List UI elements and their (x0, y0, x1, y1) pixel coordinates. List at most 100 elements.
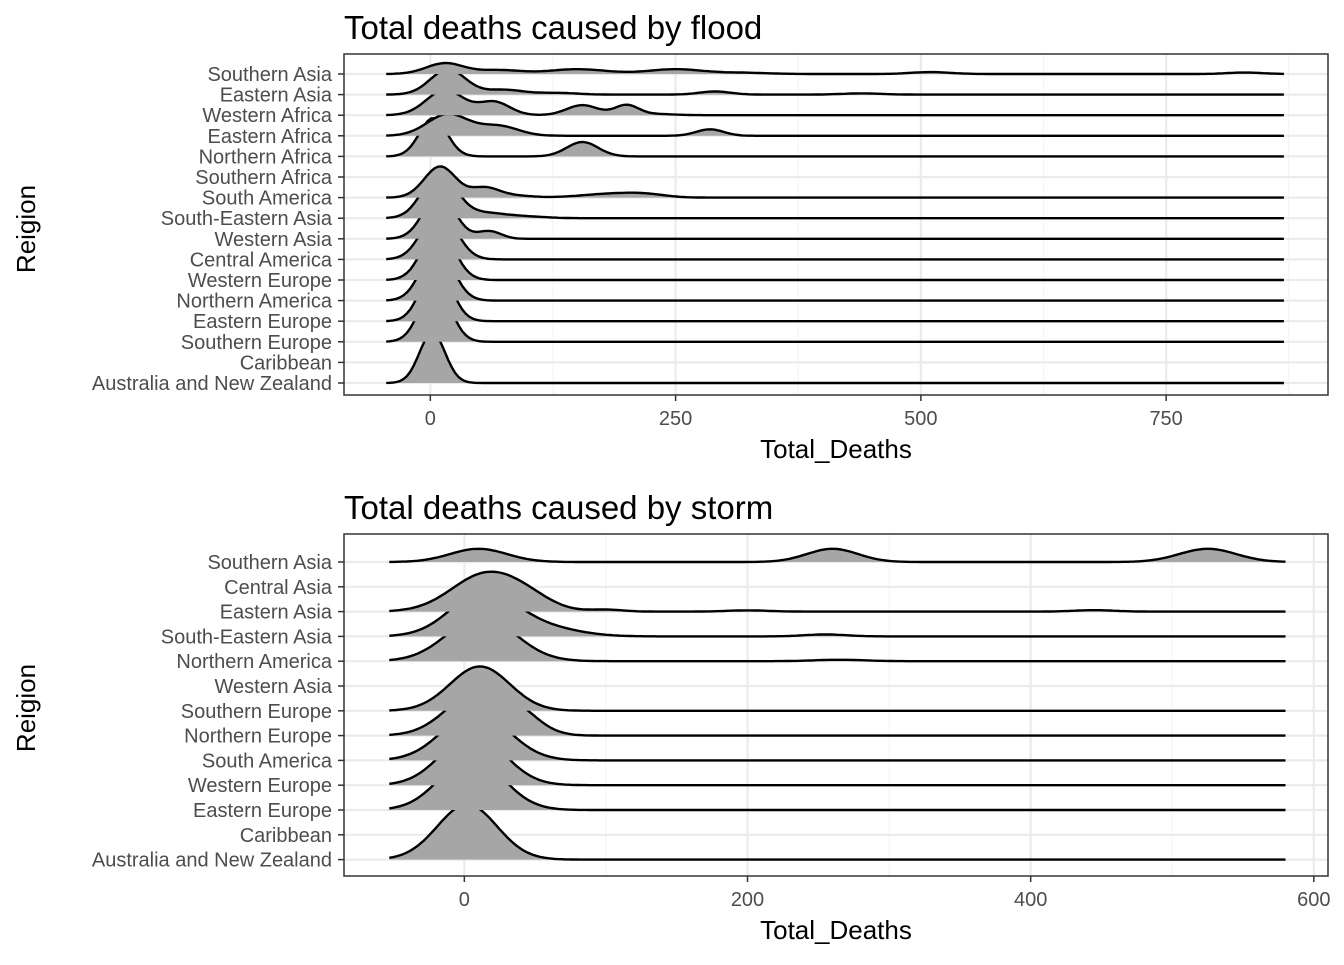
flood-x-axis-title: Total_Deaths (760, 434, 912, 464)
flood-y-tick-label: Eastern Europe (193, 311, 332, 333)
storm-ridge-line-northern-europe (389, 687, 1286, 737)
flood-ridge-line-western-asia (386, 193, 1284, 240)
flood-ridge-line-northern-africa (386, 117, 1284, 158)
flood-ridge-fill-eastern-asia (386, 69, 1284, 95)
storm-y-tick-label: Southern Europe (181, 701, 332, 723)
storm-ridge-line-southern-europe (389, 665, 1286, 712)
storm-y-tick-label: Eastern Europe (193, 800, 332, 822)
storm-ridge-line-northern-america (389, 615, 1286, 663)
flood-chart-title: Total deaths caused by flood (344, 9, 762, 46)
storm-x-axis-title: Total_Deaths (760, 915, 912, 945)
storm-y-tick-label: Northern Europe (184, 726, 332, 748)
flood-y-tick-label: Northern Africa (199, 146, 333, 168)
storm-x-tick-label: 400 (1014, 889, 1047, 911)
flood-ridge-fill-eastern-africa (386, 113, 1284, 136)
storm-x-tick-label: 200 (731, 889, 764, 911)
storm-y-tick-label: Southern Asia (207, 552, 332, 574)
flood-y-tick-label: Australia and New Zealand (92, 373, 332, 395)
flood-ridge-line-central-america (386, 209, 1284, 261)
storm-y-tick-label: Caribbean (240, 825, 332, 847)
flood-x-tick-label: 250 (659, 408, 692, 430)
storm-panel-border (343, 533, 1329, 877)
storm-ridge-fill-southern-europe (389, 666, 1286, 711)
storm-chart-title: Total deaths caused by storm (344, 489, 773, 526)
flood-y-tick-label: Western Africa (202, 105, 333, 127)
flood-ridge-line-eastern-europe (386, 264, 1284, 323)
storm-ridge-line-australia-and-new-zealand (389, 803, 1286, 861)
storm-ridge-australia-and-new-zealand (389, 803, 1286, 861)
storm-y-tick-label: Western Asia (215, 676, 333, 698)
flood-y-tick-label: Southern Africa (195, 167, 333, 189)
storm-y-tick-label: South America (202, 750, 333, 772)
storm-ridge-line-eastern-europe (389, 756, 1286, 812)
storm-y-tick-label: Central Asia (224, 577, 333, 599)
storm-ridge-southern-europe (389, 665, 1286, 712)
storm-ridge-fill-eastern-asia (389, 571, 1286, 612)
storm-y-tick-label: Western Europe (188, 775, 332, 797)
flood-ridge-fill-western-africa (386, 89, 1284, 116)
storm-ridge-line-south-america (389, 710, 1286, 762)
storm-ridge-line-eastern-asia (389, 570, 1286, 613)
flood-y-axis-title: Reigion (11, 185, 41, 273)
storm-ridge-line-south-eastern-asia (389, 589, 1286, 638)
flood-ridge-western-asia (386, 193, 1284, 240)
flood-x-tick-label: 750 (1149, 408, 1182, 430)
storm-ridge-eastern-asia (389, 570, 1286, 613)
flood-ridge-fill-western-asia (386, 194, 1284, 239)
flood-ridge-northern-america (386, 246, 1284, 302)
flood-y-tick-label: Eastern Asia (220, 85, 333, 107)
flood-ridge-western-africa (386, 88, 1284, 117)
flood-panel-border (343, 53, 1329, 396)
flood-y-tick-label: Central America (190, 249, 333, 271)
flood-ridge-line-northern-america (386, 246, 1284, 302)
flood-ridge-western-europe (386, 227, 1284, 282)
storm-ridge-fill-southern-asia (389, 548, 1286, 562)
storm-ridge-line-western-europe (389, 732, 1286, 787)
flood-y-tick-label: Southern Asia (207, 64, 332, 86)
storm-ridge-line-southern-asia (389, 547, 1286, 564)
flood-x-tick-label: 0 (425, 408, 436, 430)
storm-x-tick-label: 600 (1297, 889, 1330, 911)
flood-y-tick-label: Western Asia (215, 229, 333, 251)
storm-y-tick-label: Northern America (176, 651, 332, 673)
flood-ridge-line-southern-asia (386, 61, 1284, 76)
flood-ridge-south-america (386, 165, 1284, 199)
flood-ridge-south-eastern-asia (386, 171, 1284, 220)
flood-ridge-line-south-eastern-asia (386, 171, 1284, 220)
flood-ridge-line-southern-europe (386, 283, 1284, 343)
storm-ridge-southern-asia (389, 547, 1286, 564)
flood-ridge-line-eastern-africa (386, 112, 1284, 137)
flood-ridge-eastern-africa (386, 112, 1284, 137)
flood-ridge-fill-south-eastern-asia (386, 172, 1284, 219)
flood-ridge-eastern-asia (386, 68, 1284, 96)
flood-x-tick-label: 500 (904, 408, 937, 430)
storm-y-tick-label: Australia and New Zealand (92, 850, 332, 872)
flood-ridge-australia-and-new-zealand (386, 331, 1284, 385)
flood-ridge-line-eastern-asia (386, 68, 1284, 96)
storm-panel: 0 200 400 600 Southern Asia Central Asia Easte… (92, 533, 1331, 911)
flood-ridge-southern-europe (386, 283, 1284, 343)
storm-y-tick-label: Eastern Asia (220, 602, 333, 624)
flood-ridge-line-australia-and-new-zealand (386, 331, 1284, 385)
flood-ridge-northern-africa (386, 117, 1284, 158)
storm-x-tick-label: 0 (459, 889, 470, 911)
flood-ridge-fill-south-america (386, 166, 1284, 198)
flood-y-tick-label: Northern America (176, 291, 332, 313)
flood-ridge-line-western-africa (386, 88, 1284, 117)
flood-y-tick-label: Caribbean (240, 352, 332, 374)
storm-y-axis-title: Reigion (11, 664, 41, 752)
flood-y-tick-label: South-Eastern Asia (161, 208, 333, 230)
flood-y-tick-label: South America (202, 188, 333, 210)
flood-ridge-line-south-america (386, 165, 1284, 199)
flood-ridge-southern-asia (386, 61, 1284, 76)
flood-ridge-central-america (386, 209, 1284, 261)
flood-ridge-eastern-europe (386, 264, 1284, 323)
flood-ridge-line-western-europe (386, 227, 1284, 282)
flood-y-tick-label: Eastern Africa (207, 126, 332, 148)
storm-y-tick-label: South-Eastern Asia (161, 626, 333, 648)
flood-y-tick-label: Southern Europe (181, 332, 332, 354)
flood-y-tick-label: Western Europe (188, 270, 332, 292)
